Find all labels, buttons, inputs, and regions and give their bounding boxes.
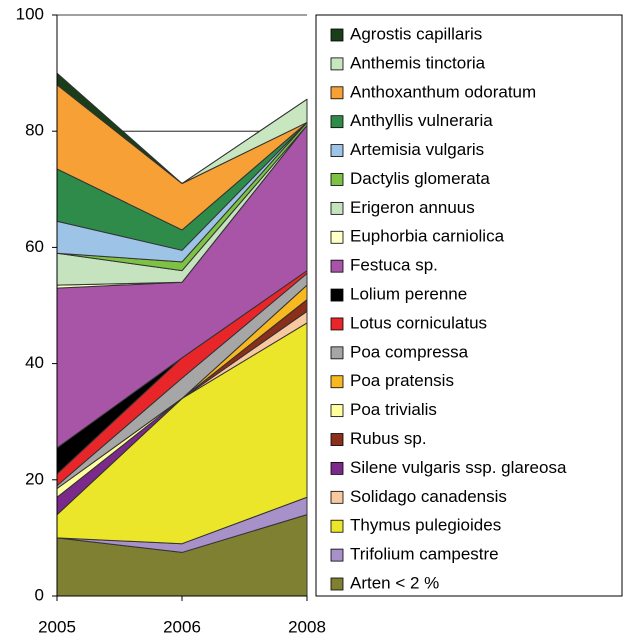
y-tick-label: 60 [25, 237, 44, 256]
legend-swatch [330, 548, 344, 562]
y-tick-label: 0 [35, 585, 44, 604]
legend-label: Lotus corniculatus [350, 313, 487, 332]
x-tick-label: 2005 [38, 617, 76, 636]
legend-label: Lolium perenne [350, 285, 467, 304]
legend-swatch [330, 375, 344, 389]
y-tick-label: 20 [25, 469, 44, 488]
y-tick-label: 80 [25, 121, 44, 140]
legend-swatch [330, 490, 344, 504]
legend-label: Agrostis capillaris [350, 24, 482, 43]
legend-swatch [330, 288, 344, 302]
legend-label: Artemisia vulgaris [350, 140, 484, 159]
legend-swatch [330, 577, 344, 591]
y-tick-label: 100 [16, 4, 44, 23]
legend-label: Trifolium campestre [350, 545, 499, 564]
legend-swatch [330, 433, 344, 446]
legend-swatch [330, 346, 344, 360]
x-tick-label: 2006 [163, 617, 201, 636]
legend-swatch [330, 404, 344, 418]
legend-label: Thymus pulegioides [350, 516, 501, 535]
legend-swatch [330, 86, 344, 100]
legend-swatch [330, 144, 344, 157]
legend-swatch [330, 462, 344, 475]
x-tick-label: 2008 [288, 617, 326, 636]
legend-label: Poa pratensis [350, 371, 454, 390]
legend-swatch [330, 259, 344, 273]
legend-box [315, 14, 623, 597]
legend-label: Anthyllis vulneraria [350, 111, 493, 130]
legend-label: Solidago canadensis [350, 487, 507, 506]
legend-swatch [330, 28, 344, 42]
y-tick-label: 40 [25, 353, 44, 372]
legend-label: Erigeron annuus [350, 198, 475, 217]
legend-swatch [330, 230, 344, 244]
legend-label: Anthoxanthum odoratum [350, 82, 536, 101]
legend-swatch [330, 115, 344, 129]
legend-label: Rubus sp. [350, 429, 427, 448]
legend-label: Poa compressa [350, 342, 469, 361]
legend-label: Euphorbia carniolica [350, 227, 505, 246]
legend-swatch [330, 201, 344, 215]
legend-label: Arten < 2 % [350, 573, 439, 592]
legend-label: Poa trivialis [350, 400, 437, 419]
legend-label: Festuca sp. [350, 256, 438, 275]
legend-swatch [330, 519, 344, 533]
legend-label: Anthemis tinctoria [350, 53, 486, 72]
legend-swatch [330, 317, 344, 331]
legend-swatch [330, 173, 344, 186]
legend-swatch [330, 57, 344, 71]
legend-label: Silene vulgaris ssp. glareosa [350, 458, 567, 477]
legend-label: Dactylis glomerata [350, 169, 490, 188]
